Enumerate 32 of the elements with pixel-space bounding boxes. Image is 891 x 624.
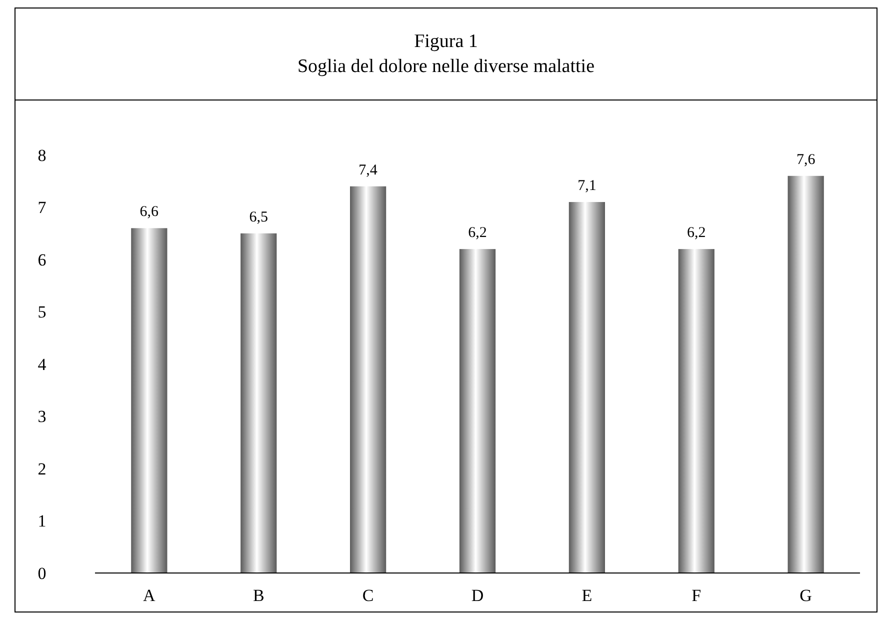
y-tick-label: 0 <box>38 564 46 583</box>
data-label: 6,6 <box>140 204 160 220</box>
x-tick-label: F <box>692 586 702 605</box>
bar <box>350 186 386 573</box>
y-tick-label: 1 <box>38 512 46 531</box>
data-label: 6,2 <box>687 225 706 242</box>
data-label: 7,6 <box>796 152 816 168</box>
bar <box>788 176 824 573</box>
y-tick-label: 4 <box>38 354 47 374</box>
y-tick-label: 5 <box>38 302 46 322</box>
y-tick-label: 6 <box>38 250 46 270</box>
x-tick-label: E <box>582 586 592 605</box>
y-tick-label: 3 <box>38 407 46 426</box>
y-tick-label: 8 <box>38 146 46 165</box>
data-label: 6,5 <box>249 209 268 226</box>
y-tick-label: 7 <box>38 198 47 218</box>
bar <box>459 249 496 573</box>
bar <box>240 233 277 573</box>
bar <box>568 202 605 573</box>
x-tick-label: A <box>143 586 156 605</box>
y-tick-label: 2 <box>38 459 46 478</box>
data-label: 6,2 <box>468 225 487 242</box>
chart-subtitle: Soglia del dolore nelle diverse malattie <box>297 56 595 77</box>
x-tick-label: G <box>800 586 812 605</box>
data-label: 7,4 <box>358 162 378 178</box>
x-tick-label: B <box>252 586 264 605</box>
chart-title: Figura 1 <box>414 31 478 52</box>
x-tick-label: D <box>471 586 484 605</box>
data-label: 7,1 <box>578 178 596 194</box>
x-tick-label: C <box>362 586 374 605</box>
bar <box>678 249 714 573</box>
bar <box>131 228 168 573</box>
